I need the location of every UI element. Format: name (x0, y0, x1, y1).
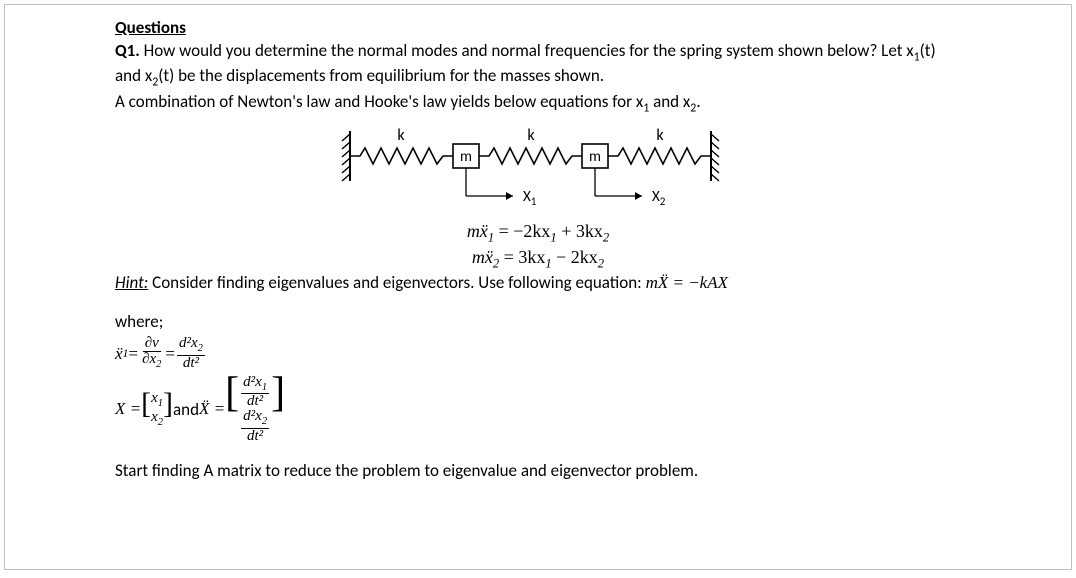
hint-eq: mẌ = −kAX (646, 273, 728, 292)
and-label: and (173, 399, 199, 420)
q1-text-c: (t) be the displacements from equilibriu… (158, 65, 604, 86)
q1-text-f: . (696, 91, 700, 112)
k-label-2: k (527, 126, 535, 145)
xddot-formula: ẍ1 = ∂v ∂x2 = d²x2 dt² (115, 336, 961, 371)
k-label-3: k (656, 126, 664, 145)
X-vector: [ x1 x2 ] (141, 390, 173, 429)
eq2-rhs-b: − 2kx (552, 247, 598, 267)
q1-text-d: A combination of Newton's law and Hooke'… (115, 91, 643, 112)
dv-num: ∂v (145, 335, 159, 351)
eq2-lhs: mẍ (472, 247, 493, 267)
d2x1-num: d²x (243, 374, 262, 390)
frac-d2x2-dt2: d²x2 dt² (177, 336, 205, 371)
X-eq-label: X = (115, 399, 141, 419)
x2-label: X2 (652, 188, 666, 208)
equations-block: mẍ1 = −2kx1 + 3kx2 mẍ2 = 3kx1 − 2kx2 (115, 220, 961, 272)
dt2-b: dt² (245, 429, 265, 444)
d2x2b-sub: 2 (262, 416, 267, 427)
final-text: Start finding A matrix to reduce the pro… (115, 460, 961, 481)
x1-row: x (151, 390, 158, 406)
k-label-1: k (397, 126, 405, 145)
frac-top: d²x1 dt² (241, 375, 269, 410)
dv-den: ∂x (142, 351, 156, 367)
m-label-2: m (589, 148, 601, 166)
d2x2b-num: d²x (243, 408, 262, 424)
q1-label: Q1. (115, 40, 140, 61)
dt2-a: dt² (245, 394, 265, 409)
hint-label: Hint: (115, 272, 148, 293)
eq2-rhs-a: = 3kx (499, 247, 545, 267)
eq1-sub2: 2 (603, 231, 609, 245)
eq-sign-2: = (165, 344, 175, 364)
xddot-sym: ẍ (115, 344, 123, 364)
dt2-den: dt² (181, 356, 201, 371)
where-label: where; (115, 311, 961, 332)
q1-text-block: Q1. How would you determine the normal m… (115, 40, 961, 91)
q1-text-block-2: A combination of Newton's law and Hooke'… (115, 91, 961, 116)
questions-heading: Questions (115, 17, 961, 38)
eq-sign-1: = (129, 344, 139, 364)
equation-2: mẍ2 = 3kx1 − 2kx2 (115, 246, 961, 272)
diagram-svg: k m k m k (328, 126, 748, 216)
m-label-1: m (460, 148, 472, 166)
d2x2-sub: 2 (198, 343, 203, 354)
equation-1: mẍ1 = −2kx1 + 3kx2 (115, 220, 961, 246)
eq1-rhs-a: = −2kx (494, 221, 550, 241)
eq2-sub2: 2 (598, 257, 604, 271)
frac-dv-dx2: ∂v ∂x2 (140, 336, 163, 371)
q1-text-a: How would you determine the normal modes… (140, 40, 914, 61)
d2x1-sub: 1 (262, 382, 267, 393)
eq1-lhs: mẍ (467, 221, 488, 241)
hint-text: Consider finding eigenvalues and eigenve… (148, 272, 645, 293)
x1-label: X1 (523, 188, 537, 208)
X-formula: X = [ x1 x2 ] and Ẍ = [ d²x1 dt² (115, 375, 961, 444)
Xddot-eq-label: Ẍ = (199, 399, 225, 419)
Xddot-vector: [ d²x1 dt² d²x2 dt² ] (225, 375, 285, 444)
d2x2-num: d²x (179, 335, 198, 351)
q1-text-e: and x (649, 91, 690, 112)
hint-line: Hint: Consider finding eigenvalues and e… (115, 272, 961, 293)
eq1-rhs-b: + 3kx (557, 221, 603, 241)
page-container: Questions Q1. How would you determine th… (4, 4, 1072, 570)
x2-row: x (151, 409, 158, 425)
where-block: where; ẍ1 = ∂v ∂x2 = d²x2 dt² X = [ x1 x… (115, 311, 961, 444)
spring-diagram: k m k m k (115, 126, 961, 216)
dv-den-sub: 2 (156, 359, 161, 370)
frac-bot: d²x2 dt² (241, 409, 269, 444)
